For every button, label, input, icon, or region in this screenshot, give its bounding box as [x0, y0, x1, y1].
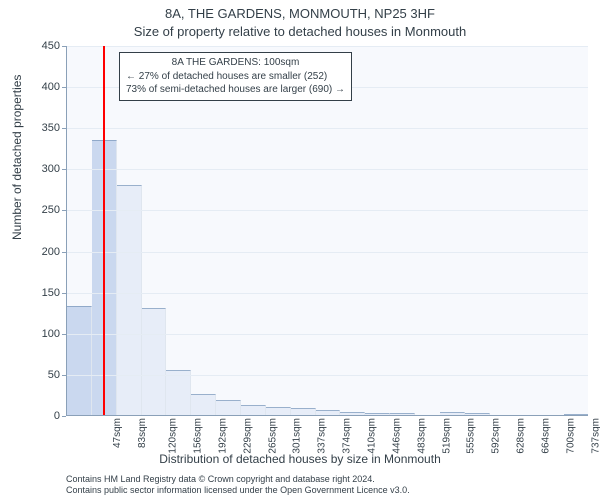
ytick-mark	[62, 293, 66, 294]
xtick-label: 446sqm	[391, 418, 402, 454]
chart-title-sub: Size of property relative to detached ho…	[0, 24, 600, 39]
xtick-label: 192sqm	[217, 418, 228, 454]
xtick-label: 737sqm	[590, 418, 600, 454]
xtick-label: 83sqm	[137, 418, 148, 448]
histogram-bar	[67, 306, 92, 415]
histogram-bar	[465, 413, 490, 415]
credits-line2: Contains public sector information licen…	[66, 485, 410, 496]
ytick-label: 150	[30, 287, 60, 299]
xtick-label: 120sqm	[168, 418, 179, 454]
xtick-label: 265sqm	[267, 418, 278, 454]
ytick-label: 0	[30, 410, 60, 422]
annotation-box: 8A THE GARDENS: 100sqm← 27% of detached …	[119, 52, 352, 101]
histogram-bar	[241, 405, 266, 415]
histogram-bar	[266, 407, 291, 415]
chart-title-main: 8A, THE GARDENS, MONMOUTH, NP25 3HF	[0, 6, 600, 21]
histogram-bar	[142, 308, 167, 415]
xtick-label: 47sqm	[112, 418, 123, 448]
xtick-label: 700sqm	[565, 418, 576, 454]
ytick-label: 100	[30, 328, 60, 340]
xtick-label: 519sqm	[441, 418, 452, 454]
histogram-bar	[166, 370, 191, 415]
xtick-label: 483sqm	[416, 418, 427, 454]
ytick-mark	[62, 416, 66, 417]
xtick-label: 301sqm	[292, 418, 303, 454]
ytick-label: 450	[30, 40, 60, 52]
ytick-label: 50	[30, 369, 60, 381]
histogram-bar	[365, 413, 390, 415]
ytick-mark	[62, 87, 66, 88]
xtick-label: 156sqm	[193, 418, 204, 454]
xtick-label: 592sqm	[491, 418, 502, 454]
ytick-label: 400	[30, 81, 60, 93]
ytick-mark	[62, 375, 66, 376]
gridline	[67, 375, 588, 376]
gridline	[67, 334, 588, 335]
histogram-bar	[216, 400, 241, 415]
ytick-label: 200	[30, 246, 60, 258]
histogram-bar	[316, 410, 341, 415]
gridline	[67, 46, 588, 47]
property-marker-line	[103, 46, 105, 415]
credits: Contains HM Land Registry data © Crown c…	[66, 474, 410, 497]
histogram-bar	[340, 412, 365, 415]
x-axis-label: Distribution of detached houses by size …	[0, 452, 600, 466]
ytick-mark	[62, 46, 66, 47]
ytick-label: 350	[30, 122, 60, 134]
ytick-mark	[62, 334, 66, 335]
xtick-label: 628sqm	[516, 418, 527, 454]
gridline	[67, 128, 588, 129]
annotation-line3: 73% of semi-detached houses are larger (…	[126, 83, 345, 97]
histogram-bar	[117, 185, 142, 415]
xtick-label: 337sqm	[317, 418, 328, 454]
xtick-label: 555sqm	[466, 418, 477, 454]
gridline	[67, 169, 588, 170]
ytick-mark	[62, 252, 66, 253]
xtick-label: 374sqm	[342, 418, 353, 454]
ytick-mark	[62, 128, 66, 129]
ytick-label: 250	[30, 204, 60, 216]
y-axis-label: Number of detached properties	[10, 75, 24, 240]
plot-area: 8A THE GARDENS: 100sqm← 27% of detached …	[66, 46, 588, 416]
histogram-bar	[191, 394, 216, 415]
gridline	[67, 210, 588, 211]
annotation-line2: ← 27% of detached houses are smaller (25…	[126, 70, 345, 84]
histogram-bar	[390, 413, 415, 415]
gridline	[67, 252, 588, 253]
credits-line1: Contains HM Land Registry data © Crown c…	[66, 474, 410, 485]
ytick-label: 300	[30, 163, 60, 175]
ytick-mark	[62, 169, 66, 170]
histogram-bar	[564, 414, 588, 415]
histogram-bar	[440, 412, 465, 415]
histogram-bar	[291, 408, 316, 415]
ytick-mark	[62, 210, 66, 211]
bars-container	[67, 46, 588, 415]
xtick-label: 229sqm	[242, 418, 253, 454]
xtick-label: 410sqm	[367, 418, 378, 454]
xtick-label: 664sqm	[541, 418, 552, 454]
annotation-line1: 8A THE GARDENS: 100sqm	[126, 56, 345, 70]
gridline	[67, 293, 588, 294]
